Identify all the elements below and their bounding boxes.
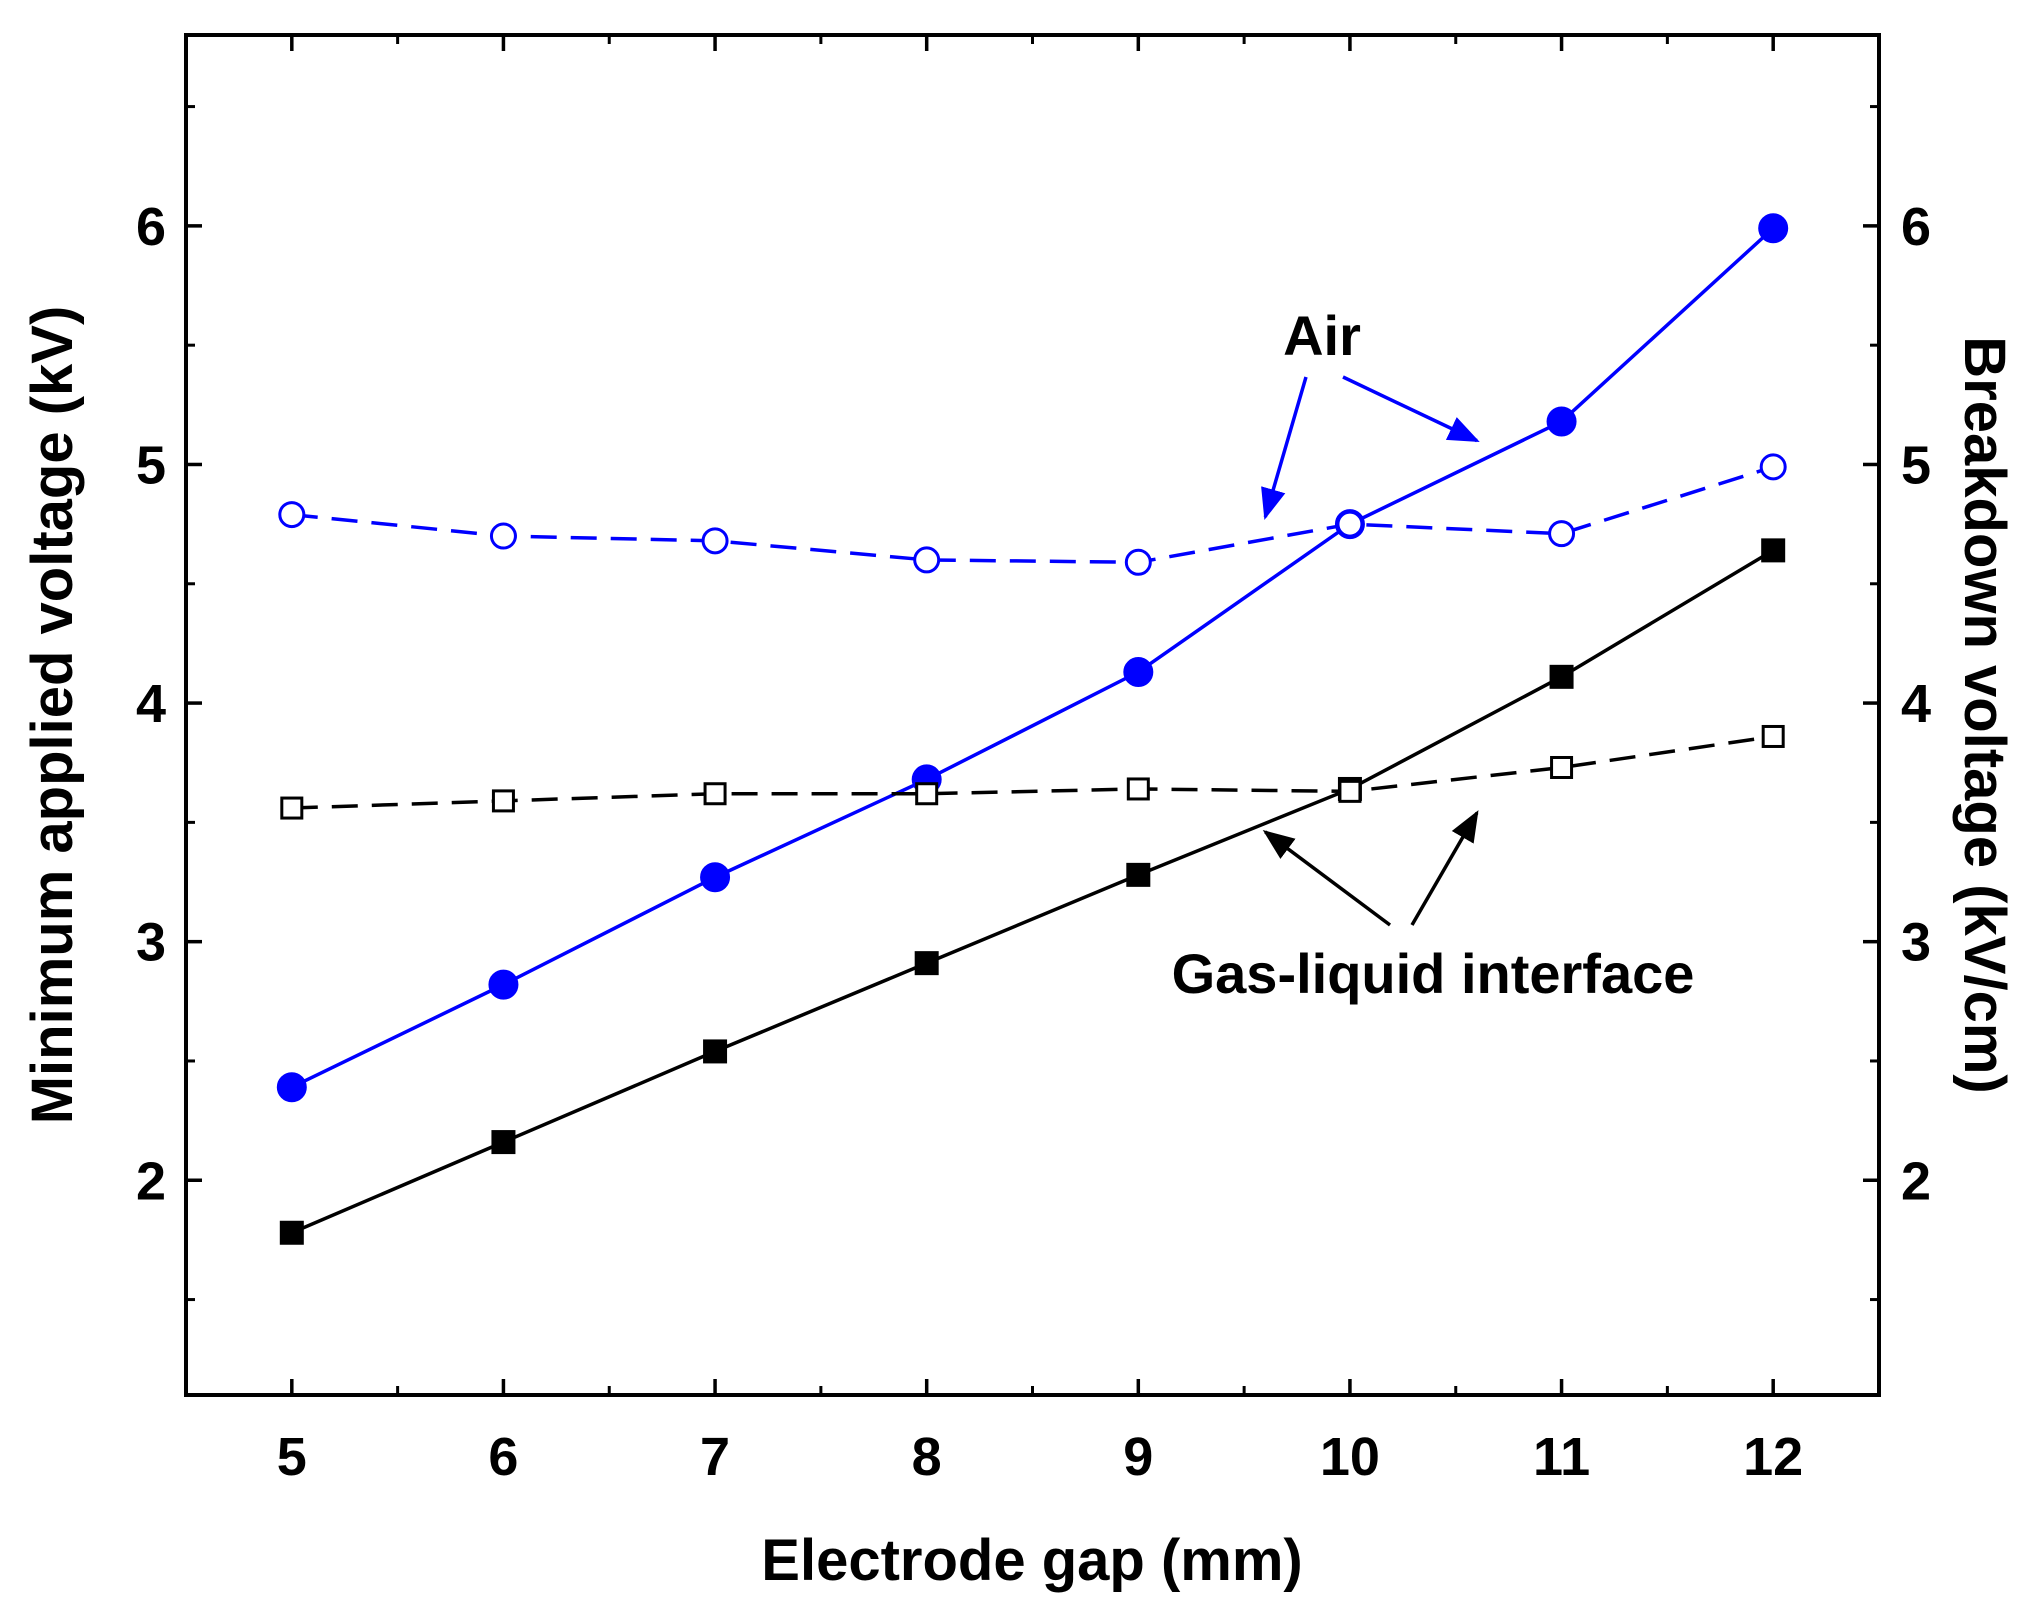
data-point-open-square [915,782,939,806]
annotation-gas-liquid-arrow-solid [1262,830,1392,927]
data-point-filled-circle [1123,657,1154,688]
data-point-open-square [280,796,304,820]
data-point-open-circle [701,527,729,555]
data-point-open-circle [1548,520,1576,548]
annotation-air-label: Air [1283,304,1361,367]
data-point-open-circle [489,522,517,550]
x-tick-label: 10 [1320,1427,1380,1487]
data-point-filled-circle [488,969,519,1000]
y-tick-label-right: 3 [1901,913,1931,973]
y-axis-label-left: Minimum applied voltage (kV) [20,306,85,1125]
annotations: Air Gas-liquid interface [1172,304,1695,1005]
data-point-filled-square [914,951,939,976]
x-tick-label: 5 [277,1427,307,1487]
data-point-filled-square [491,1130,516,1155]
x-tick-label: 6 [488,1427,518,1487]
y-tick-label-left: 2 [136,1151,166,1211]
x-tick-label: 9 [1123,1427,1153,1487]
data-point-open-square [1338,779,1362,803]
data-point-filled-circle [1758,213,1789,244]
x-tick-label: 12 [1743,1427,1803,1487]
data-point-filled-circle [276,1072,307,1103]
x-axis-label: Electrode gap (mm) [761,1528,1302,1593]
data-point-open-circle [913,546,941,574]
axis-tick-labels: 5 6 7 8 9 10 11 12 2 3 4 5 6 2 3 4 5 6 [136,197,1931,1487]
series-layer [276,213,1789,1245]
series-line-1 [291,465,1774,565]
data-point-filled-square [1761,538,1786,563]
y-tick-label-left: 3 [136,913,166,973]
data-point-filled-square [1549,664,1574,689]
y-tick-label-right: 4 [1901,674,1931,734]
data-point-open-circle [1759,453,1787,481]
plot-frame [184,33,1881,1397]
y-tick-label-left: 5 [136,435,166,495]
annotation-air-arrow-solid [1342,375,1480,443]
data-point-filled-square [1126,862,1151,887]
annotation-air-arrow-dashed [1261,376,1308,520]
data-point-filled-square [703,1039,728,1064]
y-tick-label-right: 5 [1901,435,1931,495]
axis-ticks [186,35,1879,1395]
y-axis-label-right: Breakdown voltage (kV/cm) [1952,336,2017,1093]
series-line-0 [291,226,1775,1089]
data-point-filled-circle [700,862,731,893]
data-point-open-square [1550,755,1574,779]
data-point-open-square [703,782,727,806]
data-point-open-circle [1124,548,1152,576]
y-tick-label-left: 6 [136,197,166,257]
x-tick-label: 11 [1533,1427,1590,1487]
y-tick-label-right: 6 [1901,197,1931,257]
data-point-open-circle [278,501,306,529]
annotation-gas-liquid-label: Gas-liquid interface [1172,942,1695,1005]
data-point-open-square [491,789,515,813]
series-line-3 [291,734,1774,810]
annotation-gas-liquid-arrow-dashed [1410,810,1479,926]
data-point-open-circle [1336,510,1364,538]
x-tick-label: 8 [912,1427,942,1487]
series-line-2 [291,548,1775,1235]
data-point-filled-square [279,1220,304,1245]
data-point-open-square [1126,777,1150,801]
x-tick-label: 7 [700,1427,730,1487]
data-point-open-square [1761,724,1785,748]
data-point-filled-circle [1546,406,1577,437]
y-tick-label-right: 2 [1901,1151,1931,1211]
y-tick-label-left: 4 [136,674,166,734]
